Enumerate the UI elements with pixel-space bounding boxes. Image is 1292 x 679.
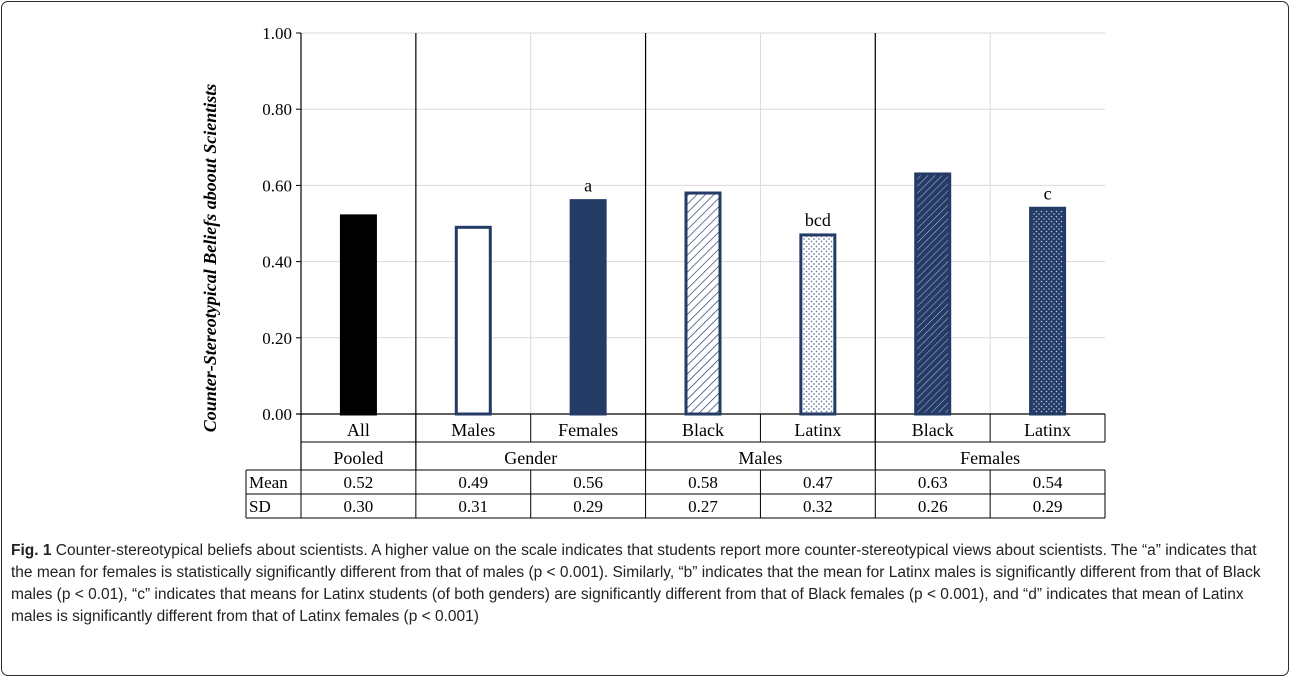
y-tick-label: 0.80 <box>262 100 292 119</box>
table-cell: 0.31 <box>458 497 488 516</box>
y-tick-label: 0.20 <box>262 329 292 348</box>
table-row-label: SD <box>249 497 271 516</box>
category-label: Males <box>451 420 495 440</box>
table-cell: 0.29 <box>1033 497 1063 516</box>
category-label: Black <box>682 420 724 440</box>
y-tick-label: 0.60 <box>262 176 292 195</box>
y-tick-label: 0.40 <box>262 253 292 272</box>
table-row-label: Mean <box>249 473 288 492</box>
figure-caption: Fig. 1 Counter-stereotypical beliefs abo… <box>11 540 1273 628</box>
table-cell: 0.47 <box>803 473 833 492</box>
table-cell: 0.54 <box>1033 473 1063 492</box>
table-cell: 0.32 <box>803 497 833 516</box>
table-cell: 0.26 <box>918 497 948 516</box>
category-label: Latinx <box>794 420 841 440</box>
significance-label: c <box>1044 183 1052 203</box>
bar-2 <box>454 225 492 416</box>
table-cell: 0.30 <box>344 497 374 516</box>
category-label: Latinx <box>1024 420 1071 440</box>
caption-text: Counter-stereotypical beliefs about scie… <box>11 542 1261 625</box>
bar-4 <box>684 191 722 416</box>
table-cell: 0.58 <box>688 473 718 492</box>
table-cell: 0.29 <box>573 497 603 516</box>
group-label: Females <box>960 448 1020 468</box>
y-axis-label: Counter-Stereotypical Beliefs aboout Sci… <box>200 84 220 433</box>
category-label: Black <box>912 420 954 440</box>
table-cell: 0.52 <box>344 473 374 492</box>
bar-chart: Counter-Stereotypical Beliefs aboout Sci… <box>200 24 1106 519</box>
bar-1 <box>339 214 377 416</box>
y-tick-label: 0.00 <box>262 405 292 424</box>
table-cell: 0.49 <box>458 473 488 492</box>
significance-label: bcd <box>805 210 831 230</box>
table-cell: 0.56 <box>573 473 603 492</box>
table-cell: 0.27 <box>688 497 718 516</box>
category-label: All <box>347 420 370 440</box>
y-tick-label: 1.00 <box>262 24 292 43</box>
significance-label: a <box>584 176 592 196</box>
bar-5 <box>799 233 837 416</box>
group-label: Gender <box>504 448 557 468</box>
group-label: Pooled <box>333 448 383 468</box>
group-label: Males <box>738 448 782 468</box>
bar-6 <box>914 172 952 416</box>
table-cell: 0.63 <box>918 473 948 492</box>
category-label: Females <box>558 420 618 440</box>
bar-3 <box>569 199 607 416</box>
bar-7 <box>1029 206 1067 416</box>
caption-label: Fig. 1 <box>11 542 52 559</box>
